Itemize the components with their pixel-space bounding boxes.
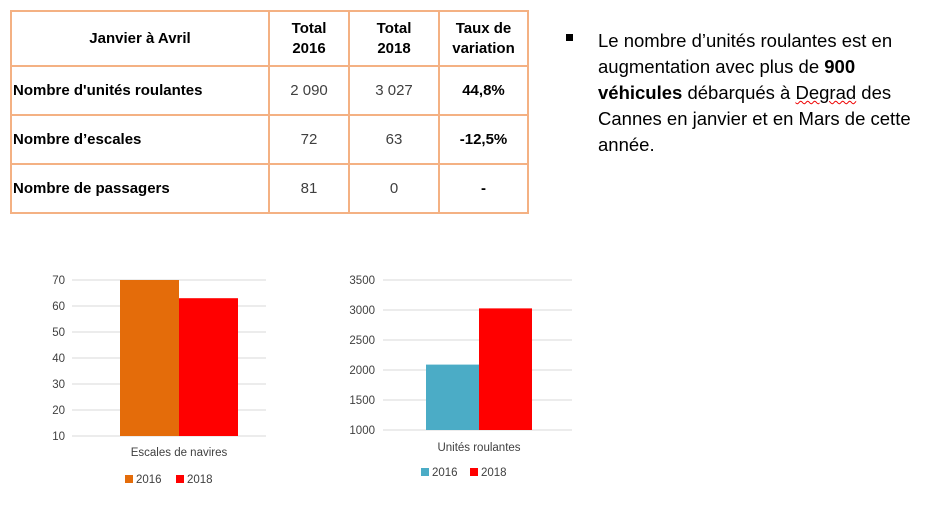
y-tick-label: 40 [52,353,65,365]
bar-2016 [426,364,479,430]
text-part: débarqués à [682,82,796,103]
y-tick-label: 2000 [349,365,375,377]
text-part: Le nombre d’unités roulantes est en augm… [598,30,893,77]
cell-variation: -12,5% [438,114,529,165]
cell-2016: 2 090 [268,65,350,116]
table-row: Nombre de passagers 81 0 - [10,163,529,214]
table-row: Nombre d’escales 72 63 -12,5% [10,114,529,165]
bar-2018 [179,298,238,436]
cell-2018: 3 027 [348,65,440,116]
legend-label: 2018 [481,467,507,479]
header-line: Total [291,19,327,37]
legend-swatch-2016 [421,468,429,476]
misspelled-word: Degrad [795,82,857,103]
table-header-row: Janvier à Avril Total 2016 Total 2018 Taux… [10,10,529,67]
header-total-2016: Total 2016 [268,10,350,67]
cell-variation: - [438,163,529,214]
legend-label: 2018 [187,474,213,486]
cell-2018: 63 [348,114,440,165]
row-label: Nombre de passagers [10,163,270,214]
header-line: variation [452,39,515,57]
y-tick-label: 2500 [349,335,375,347]
x-category-label: Unités roulantes [437,442,520,454]
bar-2016 [120,280,179,436]
header-period: Janvier à Avril [10,10,270,67]
header-line: Taux de [455,19,512,37]
row-label: Nombre d'unités roulantes [10,65,270,116]
row-label: Nombre d’escales [10,114,270,165]
y-tick-label: 1500 [349,395,375,407]
header-line: 2018 [377,39,411,57]
y-tick-label: 20 [52,405,65,417]
y-tick-label: 3500 [349,275,375,287]
cell-2018: 0 [348,163,440,214]
bullet-text: Le nombre d’unités roulantes est en augm… [598,28,943,158]
y-tick-label: 3000 [349,305,375,317]
y-tick-label: 10 [52,431,65,443]
cell-variation: 44,8% [438,65,529,116]
y-tick-label: 60 [52,301,65,313]
x-category-label: Escales de navires [131,447,228,459]
header-line: Total [376,19,412,37]
header-variation: Taux de variation [438,10,529,67]
legend-swatch-2018 [176,475,184,483]
legend-swatch-2016 [125,475,133,483]
cell-2016: 81 [268,163,350,214]
bar-2018 [479,308,532,430]
y-tick-label: 1000 [349,425,375,437]
cell-2016: 72 [268,114,350,165]
header-total-2018: Total 2018 [348,10,440,67]
stats-table: Janvier à Avril Total 2016 Total 2018 Taux… [10,10,529,214]
text-part: des Cannes en janvier et en Mars de cett… [598,82,911,155]
legend-label: 2016 [136,474,162,486]
bullet-icon [566,34,573,41]
y-tick-label: 30 [52,379,65,391]
text-bold: 900 véhicules [598,56,856,103]
y-tick-label: 70 [52,275,65,287]
legend-swatch-2018 [470,468,478,476]
legend-label: 2016 [432,467,458,479]
table-row: Nombre d'unités roulantes 2 090 3 027 44… [10,65,529,116]
header-line: 2016 [292,39,326,57]
y-tick-label: 50 [52,327,65,339]
